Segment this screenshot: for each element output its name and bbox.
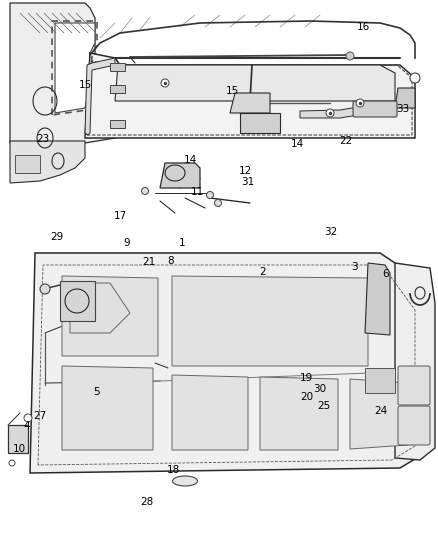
Polygon shape bbox=[172, 375, 248, 450]
Polygon shape bbox=[30, 253, 425, 473]
Polygon shape bbox=[300, 98, 410, 118]
Text: 22: 22 bbox=[339, 136, 353, 146]
Text: 8: 8 bbox=[167, 256, 174, 266]
Circle shape bbox=[24, 414, 32, 422]
Text: 12: 12 bbox=[239, 166, 252, 175]
Text: 10: 10 bbox=[13, 444, 26, 454]
Text: 24: 24 bbox=[374, 407, 388, 416]
Polygon shape bbox=[55, 23, 95, 113]
Polygon shape bbox=[115, 65, 395, 101]
Polygon shape bbox=[350, 379, 408, 449]
Text: 5: 5 bbox=[93, 387, 100, 397]
Polygon shape bbox=[260, 377, 338, 450]
Text: 17: 17 bbox=[114, 211, 127, 221]
Text: 23: 23 bbox=[36, 134, 49, 143]
Text: 25: 25 bbox=[318, 401, 331, 411]
Polygon shape bbox=[62, 366, 153, 450]
Polygon shape bbox=[230, 93, 270, 113]
Polygon shape bbox=[85, 58, 115, 135]
Text: 2: 2 bbox=[259, 267, 266, 277]
Text: 32: 32 bbox=[324, 227, 337, 237]
Polygon shape bbox=[62, 276, 158, 356]
Polygon shape bbox=[70, 283, 130, 333]
Bar bbox=[110, 63, 125, 71]
Polygon shape bbox=[172, 276, 368, 366]
Text: 28: 28 bbox=[140, 497, 153, 507]
FancyBboxPatch shape bbox=[398, 406, 430, 445]
Polygon shape bbox=[395, 88, 415, 108]
Text: 27: 27 bbox=[33, 411, 46, 421]
Polygon shape bbox=[240, 113, 280, 133]
Text: 3: 3 bbox=[351, 262, 358, 271]
Text: 9: 9 bbox=[124, 238, 131, 247]
Circle shape bbox=[206, 191, 213, 198]
Polygon shape bbox=[395, 263, 435, 460]
Text: 20: 20 bbox=[300, 392, 313, 402]
Text: 15: 15 bbox=[79, 80, 92, 90]
FancyBboxPatch shape bbox=[353, 101, 397, 117]
Text: 33: 33 bbox=[396, 104, 410, 114]
Circle shape bbox=[161, 79, 169, 87]
Bar bbox=[365, 368, 395, 393]
Text: 6: 6 bbox=[382, 270, 389, 279]
Text: 4: 4 bbox=[24, 422, 31, 431]
Polygon shape bbox=[85, 53, 415, 138]
Text: 16: 16 bbox=[357, 22, 370, 31]
Polygon shape bbox=[10, 3, 120, 143]
Polygon shape bbox=[365, 263, 390, 335]
Text: 31: 31 bbox=[241, 177, 254, 187]
Text: 19: 19 bbox=[300, 374, 313, 383]
Circle shape bbox=[215, 199, 222, 206]
Text: 14: 14 bbox=[291, 139, 304, 149]
Polygon shape bbox=[160, 163, 200, 188]
Circle shape bbox=[356, 99, 364, 107]
Text: 11: 11 bbox=[191, 187, 204, 197]
Text: 1: 1 bbox=[178, 238, 185, 247]
Bar bbox=[60, 281, 95, 321]
Bar bbox=[110, 120, 125, 128]
Text: 21: 21 bbox=[142, 257, 155, 267]
Bar bbox=[15, 155, 40, 173]
Circle shape bbox=[326, 109, 334, 117]
Circle shape bbox=[40, 284, 50, 294]
Polygon shape bbox=[10, 141, 85, 183]
FancyBboxPatch shape bbox=[398, 366, 430, 405]
Text: 18: 18 bbox=[166, 465, 180, 475]
Text: 15: 15 bbox=[226, 86, 239, 95]
Bar bbox=[8, 425, 28, 453]
Bar bbox=[110, 85, 125, 93]
Circle shape bbox=[346, 52, 354, 60]
Circle shape bbox=[9, 460, 15, 466]
Circle shape bbox=[410, 73, 420, 83]
Text: 30: 30 bbox=[313, 384, 326, 394]
Circle shape bbox=[141, 188, 148, 195]
Ellipse shape bbox=[173, 476, 198, 486]
Text: 14: 14 bbox=[184, 155, 197, 165]
Text: 29: 29 bbox=[50, 232, 64, 242]
